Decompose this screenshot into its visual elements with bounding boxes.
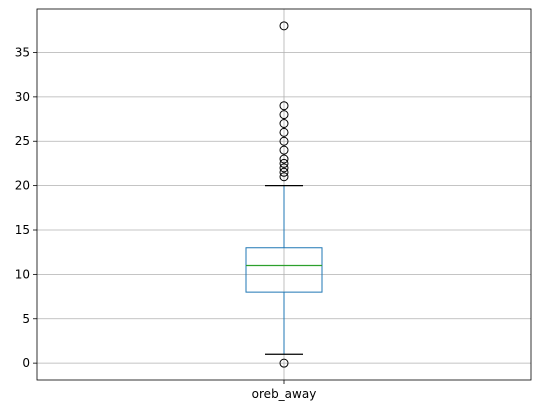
outlier-point — [279, 172, 289, 182]
outlier-point — [279, 145, 289, 155]
y-tick-label: 30 — [15, 90, 30, 104]
outlier-point — [279, 158, 289, 168]
outlier-point — [279, 163, 289, 173]
outlier-point — [279, 358, 289, 368]
outlier-point — [279, 154, 289, 164]
x-tick-label: oreb_away — [252, 387, 317, 401]
y-tick-label: 35 — [15, 45, 30, 59]
box — [245, 247, 323, 293]
y-tick-label: 5 — [22, 312, 30, 326]
outlier-point — [279, 127, 289, 137]
outlier-point — [279, 21, 289, 31]
outlier-point — [279, 101, 289, 111]
y-tick-label: 15 — [15, 223, 30, 237]
y-tick-label: 20 — [15, 179, 30, 193]
outlier-point — [279, 110, 289, 120]
y-tick-label: 0 — [22, 356, 30, 370]
outlier-point — [279, 167, 289, 177]
outlier-point — [279, 136, 289, 146]
y-tick-label: 25 — [15, 134, 30, 148]
y-tick-label: 10 — [15, 267, 30, 281]
outlier-point — [279, 118, 289, 128]
plot-frame — [36, 8, 532, 381]
